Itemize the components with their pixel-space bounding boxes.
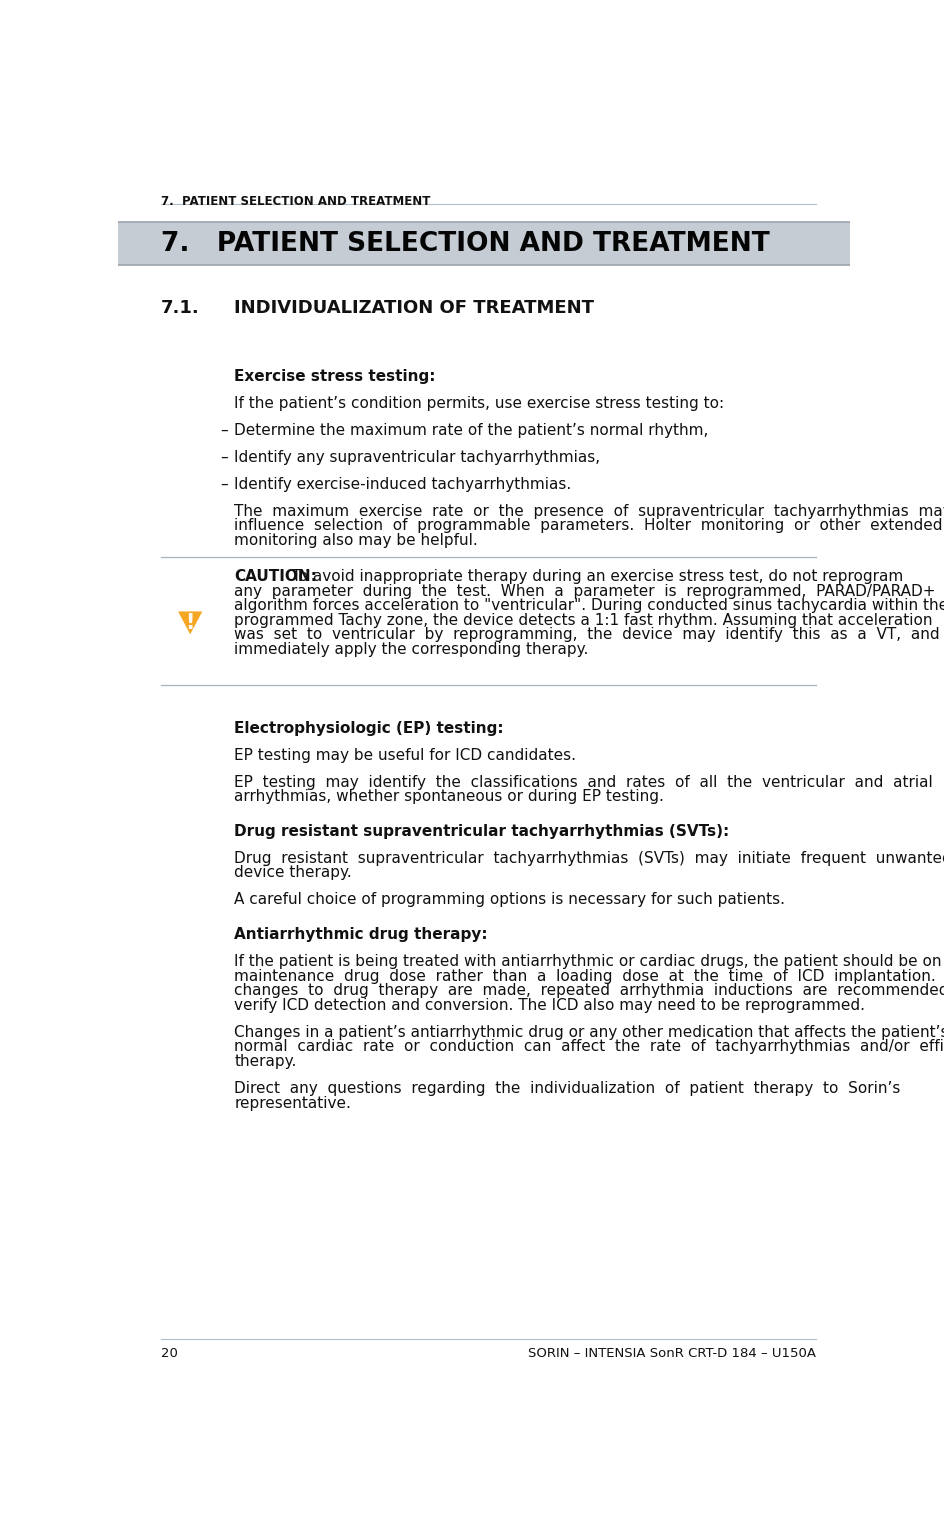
Text: normal  cardiac  rate  or  conduction  can  affect  the  rate  of  tachyarrhythm: normal cardiac rate or conduction can af… bbox=[234, 1039, 944, 1055]
Text: !: ! bbox=[185, 613, 194, 633]
Text: 7.  PATIENT SELECTION AND TREATMENT: 7. PATIENT SELECTION AND TREATMENT bbox=[160, 195, 430, 208]
Text: INDIVIDUALIZATION OF TREATMENT: INDIVIDUALIZATION OF TREATMENT bbox=[234, 299, 594, 317]
Text: representative.: representative. bbox=[234, 1096, 351, 1110]
Text: Changes in a patient’s antiarrhythmic drug or any other medication that affects : Changes in a patient’s antiarrhythmic dr… bbox=[234, 1024, 944, 1039]
Text: If the patient’s condition permits, use exercise stress testing to:: If the patient’s condition permits, use … bbox=[234, 396, 724, 411]
Text: –: – bbox=[220, 477, 228, 492]
Text: algorithm forces acceleration to "ventricular". During conducted sinus tachycard: algorithm forces acceleration to "ventri… bbox=[234, 598, 944, 613]
Text: Electrophysiologic (EP) testing:: Electrophysiologic (EP) testing: bbox=[234, 721, 503, 736]
Text: A careful choice of programming options is necessary for such patients.: A careful choice of programming options … bbox=[234, 892, 784, 908]
Text: was  set  to  ventricular  by  reprogramming,  the  device  may  identify  this : was set to ventricular by reprogramming,… bbox=[234, 627, 944, 642]
Text: monitoring also may be helpful.: monitoring also may be helpful. bbox=[234, 533, 478, 547]
Text: Exercise stress testing:: Exercise stress testing: bbox=[234, 369, 435, 383]
Text: device therapy.: device therapy. bbox=[234, 866, 352, 880]
Text: If the patient is being treated with antiarrhythmic or cardiac drugs, the patien: If the patient is being treated with ant… bbox=[234, 954, 944, 969]
Text: Determine the maximum rate of the patient’s normal rhythm,: Determine the maximum rate of the patien… bbox=[234, 423, 708, 437]
Text: influence  selection  of  programmable  parameters.  Holter  monitoring  or  oth: influence selection of programmable para… bbox=[234, 518, 944, 533]
Polygon shape bbox=[177, 612, 202, 635]
Text: immediately apply the corresponding therapy.: immediately apply the corresponding ther… bbox=[234, 642, 588, 658]
Text: Identify exercise-induced tachyarrhythmias.: Identify exercise-induced tachyarrhythmi… bbox=[234, 477, 571, 492]
Text: therapy.: therapy. bbox=[234, 1055, 296, 1069]
Text: Direct  any  questions  regarding  the  individualization  of  patient  therapy : Direct any questions regarding the indiv… bbox=[234, 1081, 900, 1096]
Text: The  maximum  exercise  rate  or  the  presence  of  supraventricular  tachyarrh: The maximum exercise rate or the presenc… bbox=[234, 503, 944, 518]
Text: changes  to  drug  therapy  are  made,  repeated  arrhythmia  inductions  are  r: changes to drug therapy are made, repeat… bbox=[234, 983, 944, 998]
Bar bbox=[118, 222, 850, 265]
Text: Drug resistant supraventricular tachyarrhythmias (SVTs):: Drug resistant supraventricular tachyarr… bbox=[234, 823, 729, 839]
Text: any  parameter  during  the  test.  When  a  parameter  is  reprogrammed,  PARAD: any parameter during the test. When a pa… bbox=[234, 584, 935, 598]
Text: arrhythmias, whether spontaneous or during EP testing.: arrhythmias, whether spontaneous or duri… bbox=[234, 789, 664, 805]
Text: programmed Tachy zone, the device detects a 1:1 fast rhythm. Assuming that accel: programmed Tachy zone, the device detect… bbox=[234, 613, 932, 629]
Text: 7.1.: 7.1. bbox=[160, 299, 199, 317]
Text: maintenance  drug  dose  rather  than  a  loading  dose  at  the  time  of  ICD : maintenance drug dose rather than a load… bbox=[234, 969, 944, 984]
Text: Antiarrhythmic drug therapy:: Antiarrhythmic drug therapy: bbox=[234, 927, 487, 941]
Text: verify ICD detection and conversion. The ICD also may need to be reprogrammed.: verify ICD detection and conversion. The… bbox=[234, 998, 865, 1013]
Text: –: – bbox=[220, 423, 228, 437]
Text: SORIN – INTENSIA SonR CRT-D 184 – U150A: SORIN – INTENSIA SonR CRT-D 184 – U150A bbox=[527, 1346, 815, 1360]
Text: –: – bbox=[220, 449, 228, 464]
Text: 20: 20 bbox=[160, 1346, 177, 1360]
Text: CAUTION:: CAUTION: bbox=[234, 569, 317, 584]
Text: 7.   PATIENT SELECTION AND TREATMENT: 7. PATIENT SELECTION AND TREATMENT bbox=[160, 230, 768, 256]
Text: To avoid inappropriate therapy during an exercise stress test, do not reprogram: To avoid inappropriate therapy during an… bbox=[287, 569, 902, 584]
Text: EP  testing  may  identify  the  classifications  and  rates  of  all  the  vent: EP testing may identify the classificati… bbox=[234, 774, 932, 789]
Text: Identify any supraventricular tachyarrhythmias,: Identify any supraventricular tachyarrhy… bbox=[234, 449, 599, 464]
Text: Drug  resistant  supraventricular  tachyarrhythmias  (SVTs)  may  initiate  freq: Drug resistant supraventricular tachyarr… bbox=[234, 851, 944, 866]
Text: EP testing may be useful for ICD candidates.: EP testing may be useful for ICD candida… bbox=[234, 748, 576, 762]
